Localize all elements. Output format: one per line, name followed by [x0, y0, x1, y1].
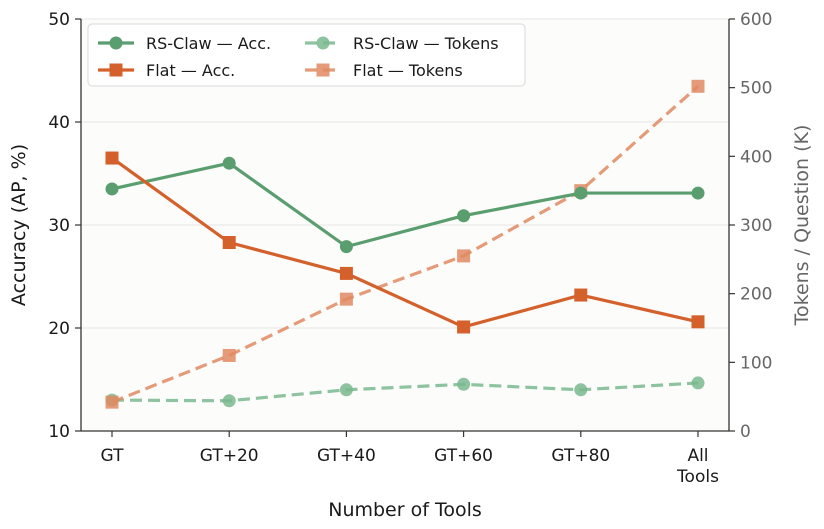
series-line: [111, 85, 700, 404]
data-point: [222, 236, 236, 250]
data-point: [457, 377, 471, 391]
series-line: [111, 161, 698, 249]
legend-label: RS-Claw — Acc.: [146, 34, 271, 53]
legend-marker: [109, 63, 123, 77]
data-point: [222, 348, 236, 362]
series-1: [105, 156, 705, 254]
x-axis-title: Number of Tools: [328, 499, 482, 521]
data-point: [457, 320, 471, 334]
legend-label: Flat — Acc.: [146, 61, 235, 80]
left-tick-label: 30: [48, 216, 70, 236]
legend-marker: [316, 36, 330, 50]
data-point: [105, 151, 119, 165]
data-point: [105, 395, 119, 409]
legend-item: RS-Claw — Tokens: [305, 34, 499, 53]
x-tick-label: GT+40: [317, 446, 376, 466]
x-tick-label: GT+60: [434, 446, 493, 466]
data-point: [574, 383, 588, 397]
right-axis-ticks: 0 100 200 300 400 500 600: [729, 10, 772, 442]
data-point: [222, 156, 236, 170]
data-point: [574, 288, 588, 302]
data-point: [691, 79, 705, 93]
data-point: [222, 394, 236, 408]
legend: RS-Claw — Acc. Flat — Acc. RS-Claw — Token…: [87, 23, 526, 87]
series-2: [105, 151, 705, 334]
legend-label: Flat — Tokens: [353, 61, 463, 80]
left-axis-ticks: 10 20 30 40 50: [48, 10, 81, 442]
left-tick-label: 20: [48, 319, 70, 339]
series-layer: [105, 79, 705, 409]
x-tick-label: All: [687, 446, 708, 466]
data-point: [339, 266, 353, 280]
series-4: [105, 79, 705, 409]
data-point: [339, 292, 353, 306]
right-tick-label: 500: [740, 79, 772, 99]
legend-items: RS-Claw — Acc. Flat — Acc. RS-Claw — Token…: [98, 34, 499, 80]
legend-label: RS-Claw — Tokens: [353, 34, 499, 53]
series-line: [111, 381, 699, 403]
x-tick-label: Tools: [676, 467, 719, 487]
data-point: [691, 186, 705, 200]
data-point: [574, 186, 588, 200]
right-tick-label: 0: [740, 422, 751, 442]
right-tick-label: 400: [740, 147, 772, 167]
right-tick-label: 200: [740, 285, 772, 305]
data-point: [339, 240, 353, 254]
data-point: [691, 315, 705, 329]
y-axis-left-title: Accuracy (AP, %): [8, 144, 30, 306]
left-tick-label: 50: [48, 10, 70, 30]
left-tick-label: 40: [48, 113, 70, 133]
left-tick-label: 10: [48, 422, 70, 442]
legend-frame: [87, 23, 526, 87]
right-tick-label: 100: [740, 353, 772, 373]
x-tick-label: GT: [101, 446, 125, 466]
data-point: [339, 383, 353, 397]
series-line: [111, 156, 699, 329]
y-axis-right-title: Tokens / Question (K): [791, 125, 813, 327]
right-tick-label: 300: [740, 216, 772, 236]
right-tick-label: 600: [740, 10, 772, 30]
data-point: [457, 209, 471, 223]
data-point: [457, 249, 471, 263]
legend-item: Flat — Acc.: [98, 61, 235, 80]
x-tick-label: GT+20: [200, 446, 259, 466]
legend-item: RS-Claw — Acc.: [98, 34, 271, 53]
legend-marker: [316, 63, 330, 77]
data-point: [691, 376, 705, 390]
x-tick-label: GT+80: [551, 446, 610, 466]
data-point: [105, 182, 119, 196]
legend-marker: [109, 36, 123, 50]
legend-item: Flat — Tokens: [305, 61, 463, 80]
